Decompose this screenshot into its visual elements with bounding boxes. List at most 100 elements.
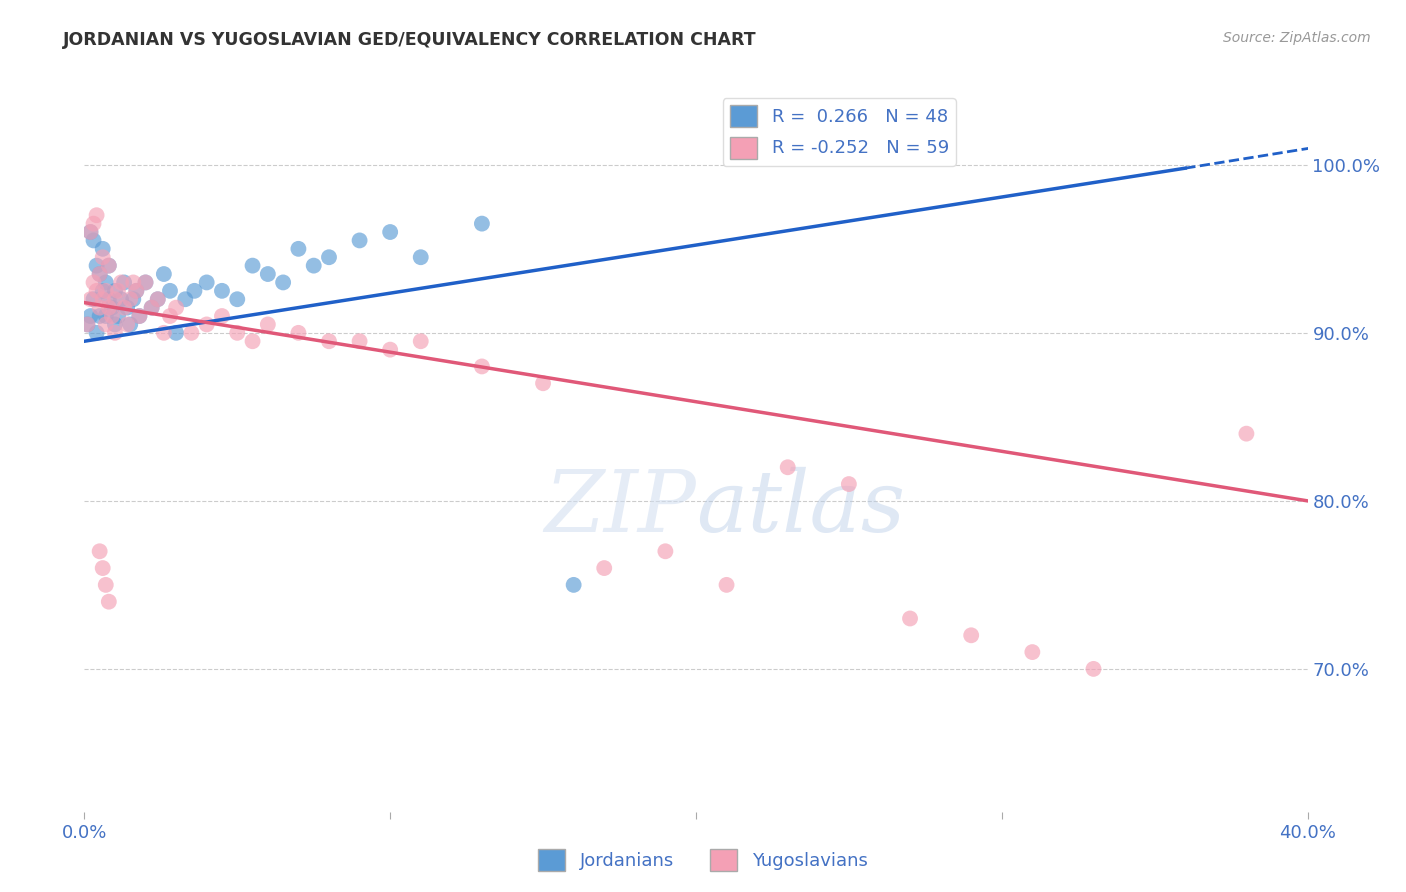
Point xyxy=(146,292,169,306)
Point xyxy=(83,217,105,231)
Point xyxy=(97,595,120,609)
Point xyxy=(112,301,135,315)
Point xyxy=(89,544,111,558)
Point xyxy=(159,309,181,323)
Point xyxy=(380,343,402,357)
Point xyxy=(97,259,120,273)
Point xyxy=(94,284,117,298)
Point xyxy=(838,477,860,491)
Point xyxy=(97,259,120,273)
Point xyxy=(120,292,142,306)
Point xyxy=(104,292,127,306)
Point xyxy=(471,359,494,374)
Point xyxy=(960,628,983,642)
Point xyxy=(97,292,120,306)
Point xyxy=(349,334,371,349)
Point xyxy=(120,318,142,332)
Point xyxy=(89,301,111,315)
Point xyxy=(654,544,676,558)
Point xyxy=(104,284,127,298)
Point xyxy=(242,334,264,349)
Point xyxy=(287,326,309,340)
Point xyxy=(1083,662,1105,676)
Point xyxy=(89,267,111,281)
Point xyxy=(257,267,280,281)
Point xyxy=(318,334,340,349)
Point xyxy=(174,292,197,306)
Point xyxy=(89,267,111,281)
Point xyxy=(128,309,150,323)
Point xyxy=(125,284,148,298)
Point xyxy=(122,276,145,290)
Point xyxy=(159,284,181,298)
Text: Source: ZipAtlas.com: Source: ZipAtlas.com xyxy=(1223,31,1371,45)
Point xyxy=(1021,645,1043,659)
Point xyxy=(79,292,101,306)
Point xyxy=(180,326,202,340)
Text: ZIP: ZIP xyxy=(544,467,696,549)
Point xyxy=(122,292,145,306)
Point xyxy=(135,276,157,290)
Point xyxy=(94,578,117,592)
Point xyxy=(409,334,432,349)
Text: atlas: atlas xyxy=(696,467,905,549)
Point xyxy=(91,292,114,306)
Point xyxy=(125,284,148,298)
Point xyxy=(104,326,127,340)
Point xyxy=(716,578,738,592)
Point xyxy=(1236,426,1258,441)
Point xyxy=(242,259,264,273)
Point xyxy=(115,318,138,332)
Legend: Jordanians, Yugoslavians: Jordanians, Yugoslavians xyxy=(531,842,875,879)
Point xyxy=(91,284,114,298)
Point xyxy=(409,250,432,264)
Point xyxy=(226,292,249,306)
Point xyxy=(110,276,132,290)
Point xyxy=(141,301,163,315)
Point xyxy=(776,460,799,475)
Point xyxy=(94,318,117,332)
Point xyxy=(79,225,101,239)
Point xyxy=(562,578,585,592)
Point xyxy=(141,301,163,315)
Point xyxy=(257,318,280,332)
Point xyxy=(135,276,157,290)
Point xyxy=(86,284,108,298)
Point xyxy=(79,309,101,323)
Point xyxy=(79,225,101,239)
Point xyxy=(76,318,98,332)
Point xyxy=(302,259,325,273)
Point xyxy=(112,276,135,290)
Point xyxy=(91,250,114,264)
Point xyxy=(89,309,111,323)
Point xyxy=(101,309,124,323)
Point xyxy=(153,267,176,281)
Point xyxy=(107,309,129,323)
Point xyxy=(593,561,616,575)
Point xyxy=(195,276,218,290)
Legend: R =  0.266   N = 48, R = -0.252   N = 59: R = 0.266 N = 48, R = -0.252 N = 59 xyxy=(723,98,956,166)
Point xyxy=(86,208,108,222)
Point xyxy=(898,611,921,625)
Point xyxy=(153,326,176,340)
Point xyxy=(146,292,169,306)
Point xyxy=(94,309,117,323)
Point xyxy=(91,561,114,575)
Point xyxy=(211,309,233,323)
Point xyxy=(115,301,138,315)
Point xyxy=(380,225,402,239)
Point xyxy=(226,326,249,340)
Point xyxy=(94,276,117,290)
Point xyxy=(349,234,371,248)
Point xyxy=(271,276,294,290)
Point xyxy=(110,292,132,306)
Point xyxy=(471,217,494,231)
Point xyxy=(165,326,187,340)
Point xyxy=(104,318,127,332)
Point xyxy=(318,250,340,264)
Point xyxy=(83,234,105,248)
Text: JORDANIAN VS YUGOSLAVIAN GED/EQUIVALENCY CORRELATION CHART: JORDANIAN VS YUGOSLAVIAN GED/EQUIVALENCY… xyxy=(63,31,756,49)
Point xyxy=(86,326,108,340)
Point xyxy=(287,242,309,256)
Point xyxy=(91,242,114,256)
